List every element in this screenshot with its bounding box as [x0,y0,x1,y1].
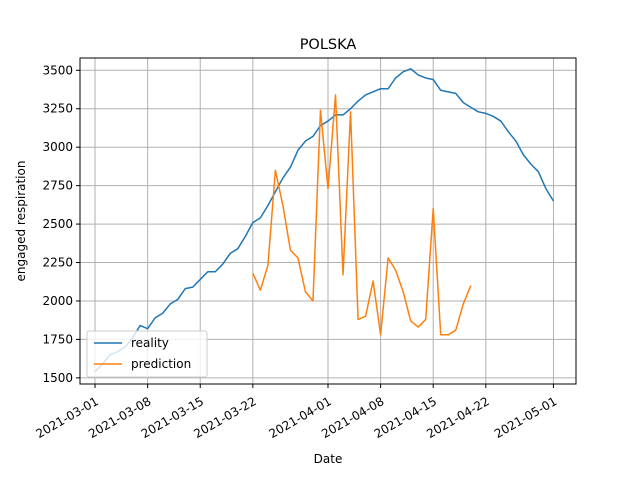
legend: reality prediction [86,330,208,378]
y-tick-label: 3250 [42,102,73,116]
y-tick-label: 2250 [42,256,73,270]
x-tick-label: 2021-05-01 [492,394,559,441]
y-tick-label: 1750 [42,332,73,346]
series-line-reality [94,68,555,373]
y-tick-label: 2750 [42,179,73,193]
series-line-prediction [252,94,472,336]
y-axis-label: engaged respiration [14,161,28,282]
series-lines [94,68,555,373]
y-tick-label: 3000 [42,140,73,154]
legend-label: prediction [131,357,191,371]
x-axis-label: Date [314,452,343,466]
legend-label: reality [131,336,169,350]
y-tick-label: 3500 [42,63,73,77]
y-tick-label: 1500 [42,371,73,385]
chart-title: POLSKA [300,37,357,53]
y-tick-label: 2500 [42,217,73,231]
y-tick-label: 2000 [42,294,73,308]
